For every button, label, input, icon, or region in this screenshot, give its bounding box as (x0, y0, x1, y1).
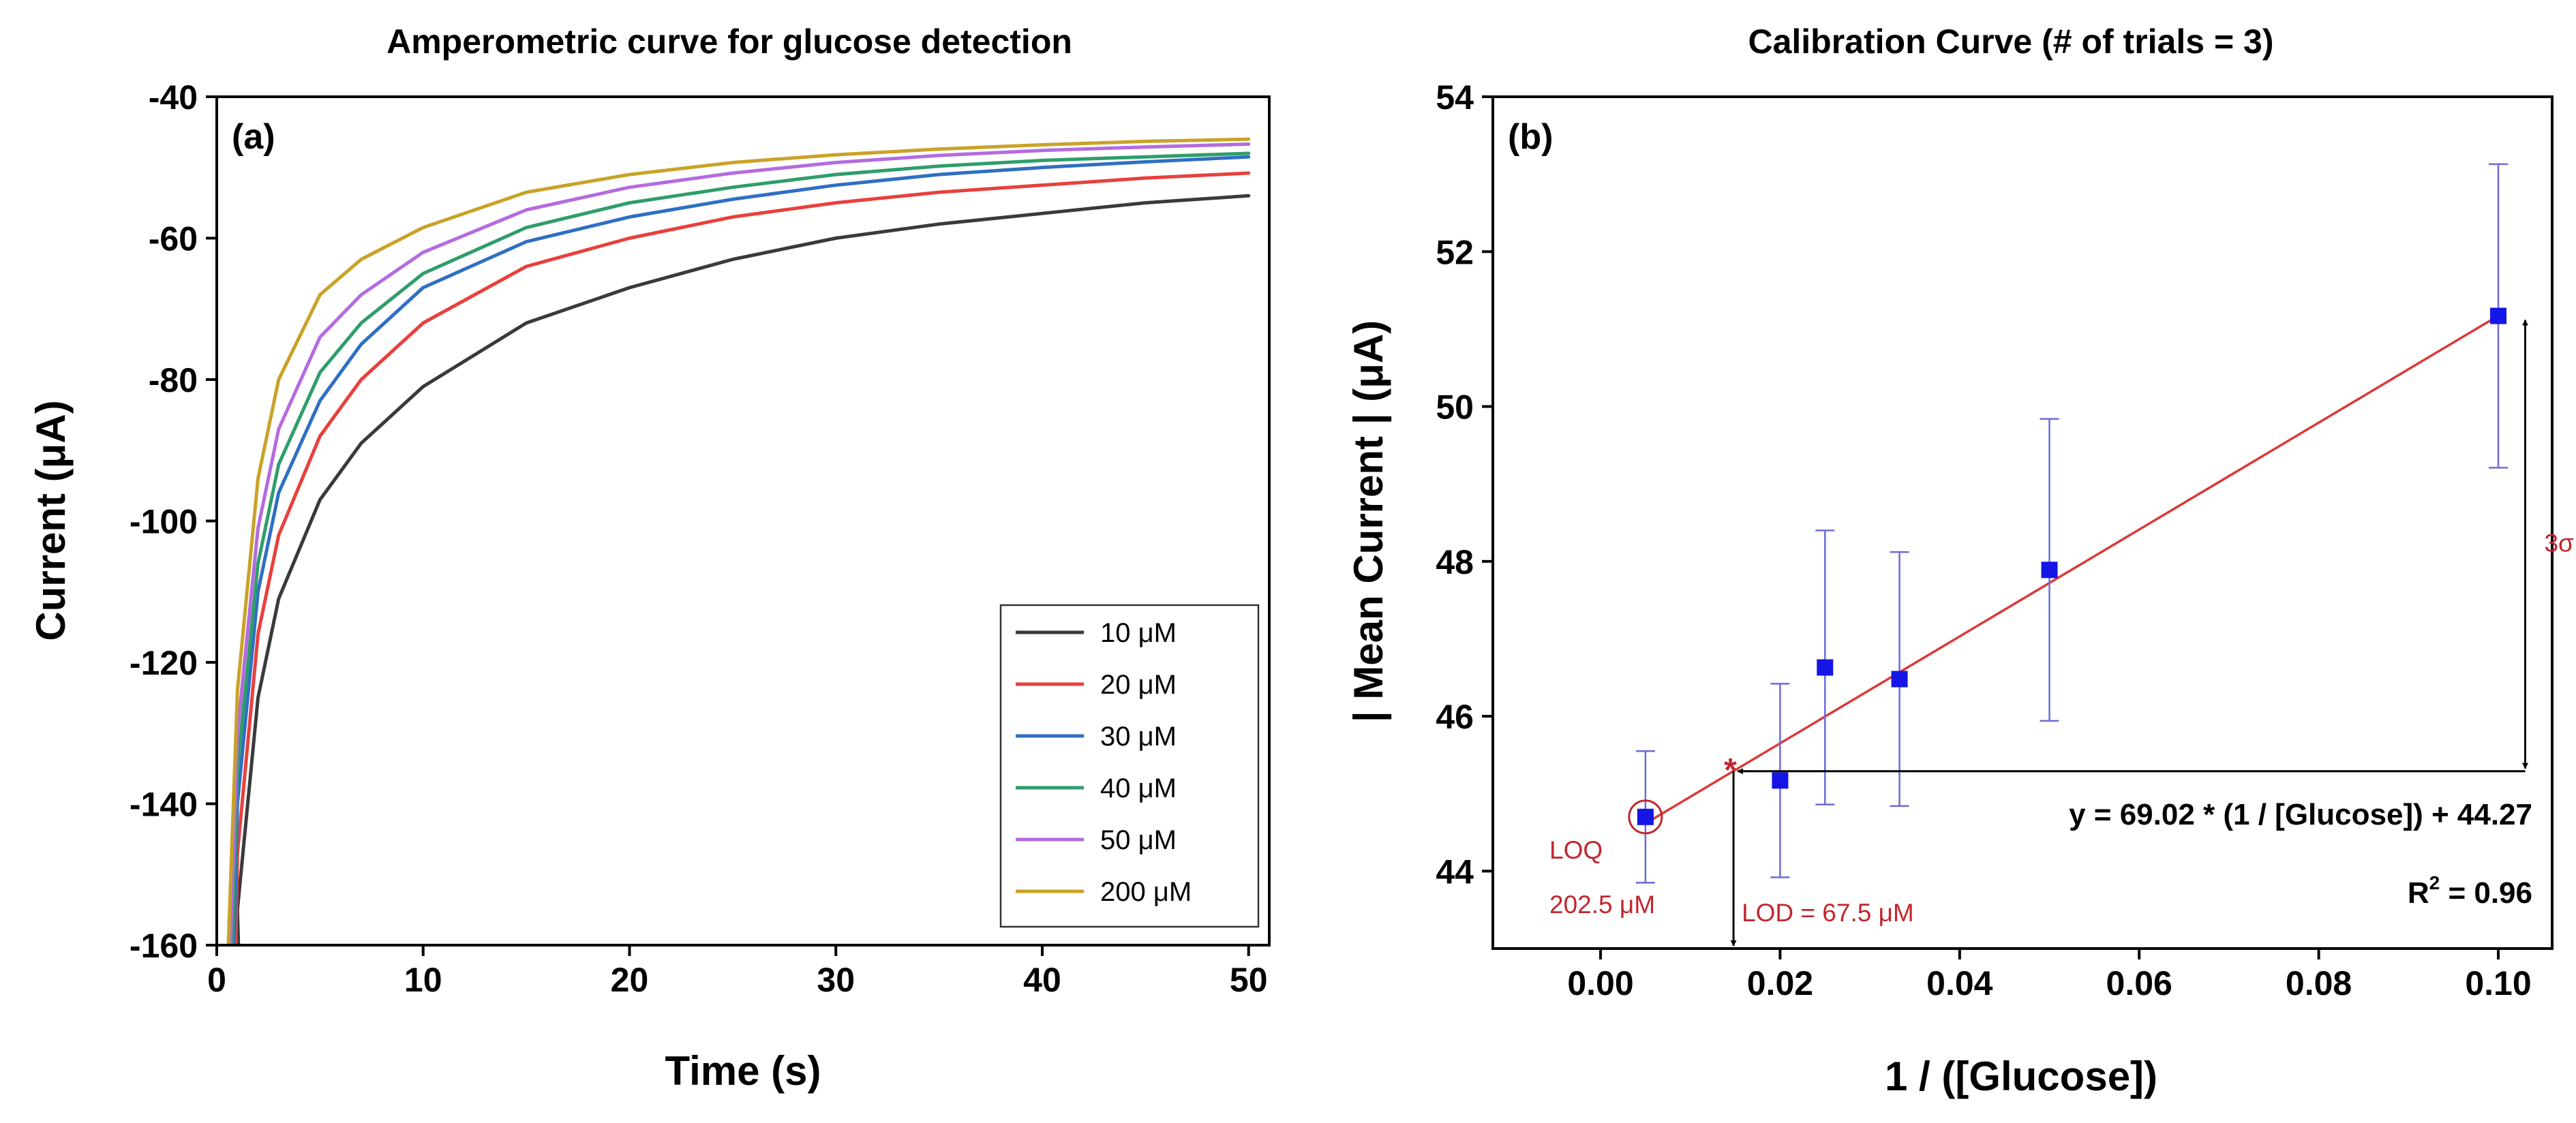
panel-a-series-group (226, 137, 1251, 945)
lod-label: LOD = 67.5 μM (1742, 899, 1914, 927)
panel-a-label: (a) (232, 117, 275, 157)
r-squared-label: R2 = 0.96 (2408, 872, 2532, 910)
y-tick-label: -100 (130, 503, 198, 541)
x-tick-label: 30 (817, 961, 855, 999)
data-point (1637, 808, 1654, 825)
x-tick-label: 0 (207, 961, 226, 999)
panel-b-y-axis-label: | Mean Current | (μA) (1346, 320, 1392, 722)
r-squared-suffix: = 0.96 (2440, 876, 2532, 910)
x-tick-label: 10 (404, 961, 442, 999)
series-line-5 (228, 142, 1251, 945)
series-line-3 (232, 155, 1251, 945)
panel-b-fit (1644, 314, 2499, 825)
loq-circle (1628, 799, 1663, 835)
y-tick-label: -140 (130, 786, 198, 824)
equation-label: y = 69.02 * (1 / [Glucose]) + 44.27 (2069, 798, 2532, 831)
legend-label: 40 μM (1100, 773, 1177, 803)
panel-a: Amperometric curve for glucose detection… (28, 22, 1271, 1094)
y-tick-label: 44 (1436, 852, 1474, 891)
x-tick-label: 0.06 (2106, 964, 2172, 1002)
y-tick-label: -160 (130, 927, 198, 965)
panel-a-y-axis-label: Current (μA) (28, 400, 74, 641)
y-tick-label: 52 (1436, 233, 1474, 271)
x-tick-label: 50 (1230, 961, 1268, 999)
panel-b-errorbars (1635, 163, 2508, 884)
series-line-6 (226, 137, 1251, 945)
y-tick-label: 46 (1436, 698, 1474, 736)
y-tick-label: -40 (149, 78, 198, 117)
panel-b: Calibration Curve (# of trials = 3) * 3σ L… (1346, 22, 2574, 1099)
panel-a-title: Amperometric curve for glucose detection (387, 22, 1072, 61)
legend-label: 30 μM (1100, 722, 1177, 752)
data-point (2041, 562, 2058, 579)
r-squared-prefix: R (2408, 876, 2429, 910)
lod-marker-star-icon: * (1724, 752, 1737, 788)
legend-label: 20 μM (1100, 670, 1177, 700)
legend-label: 50 μM (1100, 825, 1177, 855)
x-tick-label: 20 (611, 961, 649, 999)
legend-label: 10 μM (1100, 618, 1177, 648)
x-tick-label: 0.04 (1926, 964, 1993, 1002)
legend-frame (999, 604, 1260, 928)
x-tick-label: 0.10 (2465, 964, 2531, 1002)
panel-b-label: (b) (1508, 117, 1553, 157)
panel-b-points (1637, 307, 2506, 825)
r-squared-sup: 2 (2429, 872, 2440, 893)
y-tick-label: -120 (130, 644, 198, 682)
series-line-2 (234, 171, 1251, 945)
loq-label: LOQ (1549, 836, 1603, 864)
data-point (2489, 307, 2506, 324)
y-tick-label: -60 (149, 220, 198, 258)
fit-line (1644, 314, 2499, 825)
legend-label: 200 μM (1100, 877, 1192, 907)
panel-a-ticks: 0 10 20 30 40 50 -160 -140 -120 -100 -80 -60 -40 (130, 78, 1268, 999)
panel-b-annotations: * 3σ LOD = 67.5 μM LOQ 202.5 μM (1549, 319, 2574, 947)
data-point (1772, 772, 1789, 789)
panel-a-x-axis-label: Time (s) (665, 1048, 821, 1094)
x-tick-label: 0.08 (2286, 964, 2352, 1002)
series-line-1 (235, 194, 1251, 945)
panel-b-x-axis-label: 1 / ([Glucose]) (1885, 1053, 2157, 1099)
y-tick-label: 50 (1436, 388, 1474, 427)
panel-b-ticks: 0.00 0.02 0.04 0.06 0.08 0.10 44 46 48 50 52 54 (1436, 78, 2531, 1002)
sigma-label: 3σ (2544, 529, 2574, 557)
y-tick-label: 54 (1436, 78, 1474, 117)
data-point (1891, 671, 1908, 688)
x-tick-label: 0.02 (1747, 964, 1813, 1002)
series-line-4 (230, 151, 1251, 945)
panel-b-plot-frame (1491, 95, 2554, 950)
y-tick-label: 48 (1436, 543, 1474, 581)
data-point (1817, 659, 1834, 676)
panel-b-title: Calibration Curve (# of trials = 3) (1748, 22, 2273, 61)
panel-a-legend: 10 μM 20 μM 30 μM 40 μM 50 μM 200 μM (999, 604, 1260, 928)
loq-value-label: 202.5 μM (1549, 891, 1655, 919)
y-tick-label: -80 (149, 361, 198, 399)
x-tick-label: 0.00 (1567, 964, 1633, 1002)
x-tick-label: 40 (1023, 961, 1061, 999)
